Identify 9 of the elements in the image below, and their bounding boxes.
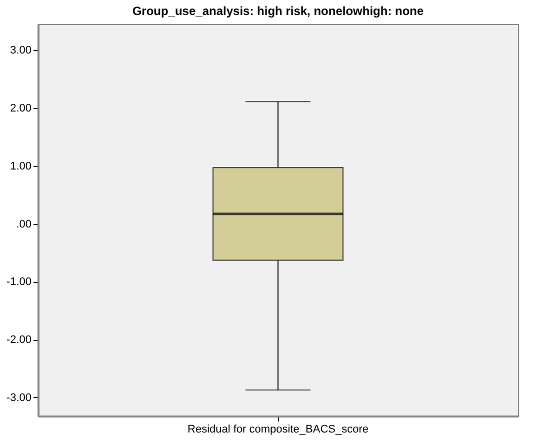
y-tick-label: 1.00 bbox=[10, 160, 32, 172]
y-tick-label: 2.00 bbox=[10, 102, 32, 114]
y-tick-label: -1.00 bbox=[6, 276, 32, 288]
y-tick-label: -3.00 bbox=[6, 392, 32, 404]
chart-title: Group_use_analysis: high risk, nonelowhigh: none bbox=[132, 4, 424, 18]
y-tick-label: .00 bbox=[16, 218, 32, 230]
x-tick-label: Residual for composite_BACS_score bbox=[188, 424, 368, 436]
y-tick-label: 3.00 bbox=[10, 44, 32, 57]
y-tick-label: -2.00 bbox=[6, 334, 32, 346]
